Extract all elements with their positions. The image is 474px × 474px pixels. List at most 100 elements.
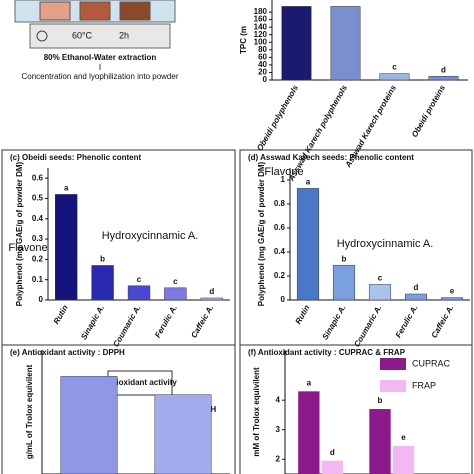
beaker [79,1,111,21]
panel-title: (f) Antioxidant activity : CUPRAC & FRAP [248,348,406,357]
bar [298,391,320,474]
bar [321,460,343,474]
panel-frame [239,344,473,474]
y-axis-label: g/mL of Trolox equivilent [25,364,34,459]
x-tick-label: Caffeic A. [430,304,456,340]
x-tick-label: Caffeic A. [189,304,215,340]
significance-letter: e [450,287,455,296]
legend-label: CUPRAC [412,358,451,368]
significance-letter: c [137,275,142,284]
heater [29,23,171,49]
significance-letter: d [330,448,335,457]
beaker [119,1,151,21]
bar [332,264,356,301]
y-tick-label: 180 [254,7,268,16]
bar [330,6,361,81]
x-tick-label: Sinapic A. [79,304,106,342]
y-tick-label: 0.4 [274,247,286,256]
step-label: 80% Ethanol-Water extraction [44,53,157,62]
y-axis-label: Polyphenol (mg GAE/g of powder DM) [15,161,24,306]
bar [296,188,320,301]
legend-label: FRAP [412,380,436,390]
annotation: Antioxidant activity [103,378,177,387]
panel-title: (d) Asswad Karech seeds: Phenolic conten… [248,153,414,162]
x-tick-label: Rutin [294,303,312,325]
bar [200,297,223,301]
significance-letter: c [173,277,178,286]
annotation: Flavone [264,166,303,178]
y-tick-label: 0.2 [274,271,286,280]
y-tick-label: 3 [276,425,281,434]
y-tick-label: 80 [258,45,267,54]
significance-letter: a [64,184,69,193]
y-tick-label: 0.1 [32,275,44,284]
annotation: Hydroxycinnamic A. [102,230,199,242]
x-tick-label: Obeidi proteins [410,83,447,139]
y-tick-label: 0.8 [274,199,286,208]
duration: 2h [119,30,129,40]
bar [368,284,392,301]
bar [379,73,410,81]
bar [60,376,118,474]
knob [36,30,48,42]
bar [369,409,391,474]
y-tick-label: 40 [258,60,267,69]
y-tick-label: 120 [254,30,268,39]
annotation: Hydroxycinnamic A. [337,238,434,250]
bar [127,285,151,301]
panel-frame [1,344,236,474]
panel-title: (e) Antioxidant activity : DPPH [10,348,125,357]
bar [404,293,428,301]
x-tick-label: Ferulic A. [394,304,420,340]
significance-letter: c [378,274,383,283]
legend-swatch [380,380,406,392]
y-tick-label: 20 [258,68,267,77]
bar [428,75,459,81]
significance-letter: a [307,378,312,387]
significance-letter: b [378,396,383,405]
annotation: Flavone [8,242,47,254]
x-tick-label: Sinapic A. [321,304,348,342]
x-tick-label: Obeidi polyphenols [255,83,300,152]
significance-letter: b [100,255,105,264]
beaker [39,1,71,21]
bar [392,445,415,474]
y-axis-label: TPC (m [239,26,248,54]
y-tick-label: 0.5 [32,194,44,203]
y-tick-label: 140 [254,22,268,31]
legend-swatch [380,358,406,370]
y-tick-label: 0.2 [32,254,44,263]
bar [281,6,312,81]
x-tick-label: Rutin [52,303,70,325]
annotation-box [107,370,173,396]
y-tick-label: 0.3 [32,234,44,243]
significance-letter: a [306,178,311,187]
step-label: Concentration and lyophilization into po… [22,72,179,81]
y-tick-label: 0 [39,295,44,304]
significance-letter: c [392,63,397,72]
significance-letter: e [401,433,406,442]
y-tick-label: 0.6 [32,173,44,182]
y-tick-label: 0 [281,295,286,304]
y-tick-label: 1 [281,175,286,184]
bar [164,287,187,301]
x-tick-label: Coumaric A. [111,304,142,349]
y-tick-label: 0.6 [274,223,286,232]
y-tick-label: 2 [276,454,281,463]
extraction-diagram: 60°C 2h 80% Ethanol-Water extraction Con… [14,0,179,81]
significance-letter: d [441,65,446,74]
y-tick-label: 160 [254,15,268,24]
y-tick-label: 0.4 [32,214,44,223]
y-tick-label: 100 [254,37,268,46]
bar [440,297,464,301]
y-tick-label: 0 [263,75,268,84]
y-axis-label: mM of Trolox equivilent [252,367,261,457]
significance-letter: d [209,287,214,296]
x-tick-label: Coumaric A. [352,304,383,349]
y-tick-label: 4 [276,395,281,404]
bar [55,194,78,301]
y-axis-label: Polyphenol (mg GAE/g of powder DM) [257,161,266,306]
temperature: 60°C [72,30,93,40]
bar [154,394,212,474]
